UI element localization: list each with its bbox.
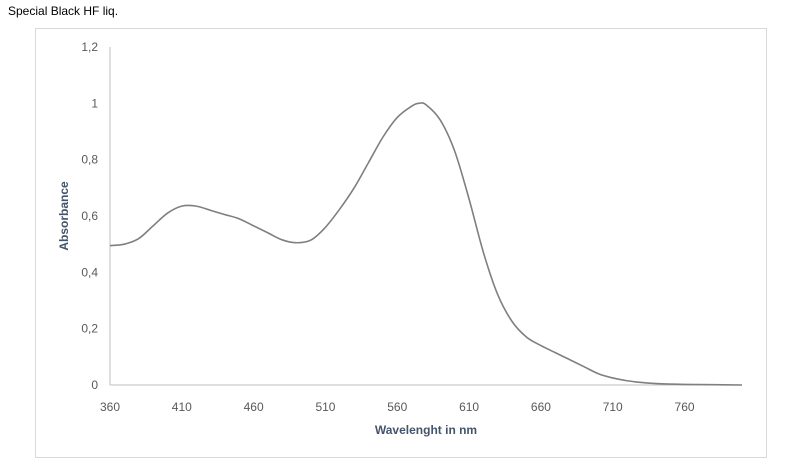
- y-tick-label: 0: [91, 378, 98, 392]
- x-tick-label: 410: [172, 400, 192, 414]
- y-axis-title: Absorbance: [57, 181, 71, 251]
- series-line: [109, 102, 743, 386]
- series-group: [109, 102, 743, 386]
- y-tick-label: 1: [91, 96, 98, 110]
- y-tick-label: 0,4: [81, 265, 98, 279]
- y-tick-label: 1,2: [81, 40, 98, 54]
- x-tick-label: 460: [244, 400, 264, 414]
- x-tick-label: 710: [603, 400, 623, 414]
- x-tick-label: 660: [531, 400, 551, 414]
- x-tick-label: 760: [675, 400, 695, 414]
- chart-area: [35, 28, 767, 458]
- y-tick-label: 0,8: [81, 153, 98, 167]
- y-tick-label: 0,2: [81, 322, 98, 336]
- y-tick-label: 0,6: [81, 209, 98, 223]
- x-tick-label: 510: [315, 400, 335, 414]
- x-tick-label: 560: [387, 400, 407, 414]
- x-tick-label: 610: [459, 400, 479, 414]
- x-axis-title: Wavelenght in nm: [375, 423, 477, 437]
- x-tick-label: 360: [100, 400, 120, 414]
- y-tick-labels: 0 0,2 0,4 0,6 0,8 1 1,2: [81, 40, 98, 392]
- page-title: Special Black HF liq.: [8, 4, 119, 18]
- x-tick-labels: 360 410 460 510 560 610 660 710 760: [100, 400, 695, 414]
